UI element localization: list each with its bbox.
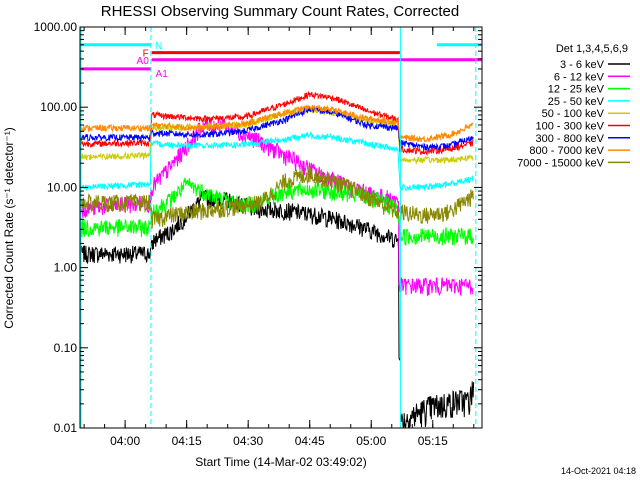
y-axis-label: Corrected Count Rate (s⁻¹ detector⁻¹): [2, 127, 16, 328]
series-7000-15000-kev-line: [80, 166, 474, 229]
legend-item-100-300-kev: 100 - 300 keV: [536, 121, 630, 133]
x-tick-label: 04:45: [295, 434, 325, 448]
y-tick-label: 1000.00: [34, 20, 78, 34]
x-axis-label: Start Time (14-Mar-02 03:49:02): [195, 455, 366, 469]
state-bar-a1-label: A1: [156, 69, 169, 80]
series-7000-15000-kev: [80, 166, 474, 229]
legend-item-25-50-kev-label: 25 - 50 keV: [548, 96, 605, 108]
series-100-300-kev-line: [80, 90, 474, 157]
legend-title: Det 1,3,4,5,6,9: [556, 43, 628, 55]
series-3-6-kev-line-2: [400, 381, 475, 428]
x-tick-label: 04:15: [172, 434, 202, 448]
state-bar-a0: A0: [137, 56, 482, 67]
series-25-50-kev: [80, 131, 474, 192]
series-50-100-kev: [80, 106, 474, 165]
state-bar-a0-label: A0: [137, 56, 150, 67]
series-800-7000-kev-line: [80, 104, 474, 143]
legend-item-50-100-kev-label: 50 - 100 keV: [542, 108, 605, 120]
state-bar-n-label: N: [155, 41, 162, 52]
legend-item-800-7000-kev-label: 800 - 7000 keV: [529, 145, 604, 157]
series-12-25-kev-line: [80, 177, 474, 246]
legend-item-6-12-kev: 6 - 12 keV: [554, 71, 630, 83]
axes-layer: 1000.00 100.00 10.00 1.00 0.10 0.01 04:00 04:15…: [34, 20, 482, 448]
series-50-100-kev-line: [80, 106, 474, 165]
chart-title: RHESSI Observing Summary Count Rates, Co…: [101, 3, 459, 20]
x-tick-label: 05:00: [356, 434, 386, 448]
legend-item-300-800-kev-label: 300 - 800 keV: [536, 133, 605, 145]
footer-date: 14-Oct-2021 04:18: [561, 466, 636, 476]
legend-item-50-100-kev: 50 - 100 keV: [542, 108, 630, 120]
series-300-800-kev-line: [80, 106, 474, 151]
legend-item-800-7000-kev: 800 - 7000 keV: [529, 145, 630, 157]
x-tick-label: 05:15: [418, 434, 448, 448]
legend-item-100-300-kev-label: 100 - 300 keV: [536, 121, 605, 133]
legend-item-3-6-kev: 3 - 6 keV: [560, 59, 630, 71]
y-tick-label: 100.00: [40, 100, 77, 114]
series-25-50-kev-line: [80, 131, 474, 192]
series-layer: [80, 90, 475, 428]
legend-item-7000-15000-kev-label: 7000 - 15000 keV: [517, 157, 605, 169]
y-tick-label: 0.01: [54, 421, 78, 435]
state-bar-f-label: F: [143, 49, 149, 60]
series-300-800-kev: [80, 106, 474, 151]
legend-item-3-6-kev-label: 3 - 6 keV: [560, 59, 605, 71]
y-tick-label: 10.00: [47, 180, 77, 194]
x-tick-label: 04:00: [110, 434, 140, 448]
legend-item-25-50-kev: 25 - 50 keV: [548, 96, 630, 108]
plot-frame: [79, 26, 483, 429]
x-tick-label: 04:30: [233, 434, 263, 448]
legend-item-12-25-kev: 12 - 25 keV: [548, 84, 630, 96]
legend-item-12-25-kev-label: 12 - 25 keV: [548, 84, 605, 96]
y-tick-label: 1.00: [54, 261, 78, 275]
state-bar-a1: A1: [80, 67, 169, 80]
vertical-markers-layer: [80, 27, 477, 428]
legend-item-6-12-kev-label: 6 - 12 keV: [554, 71, 605, 83]
y-tick-label: 0.10: [54, 341, 78, 355]
legend-item-7000-15000-kev: 7000 - 15000 keV: [517, 157, 630, 169]
state-bar-n: N: [80, 41, 482, 52]
series-800-7000-kev: [80, 104, 474, 143]
legend-item-300-800-kev: 300 - 800 keV: [536, 133, 630, 145]
state-bar-f: F: [143, 49, 400, 60]
series-100-300-kev: [80, 90, 474, 157]
series-12-25-kev: [80, 177, 474, 246]
